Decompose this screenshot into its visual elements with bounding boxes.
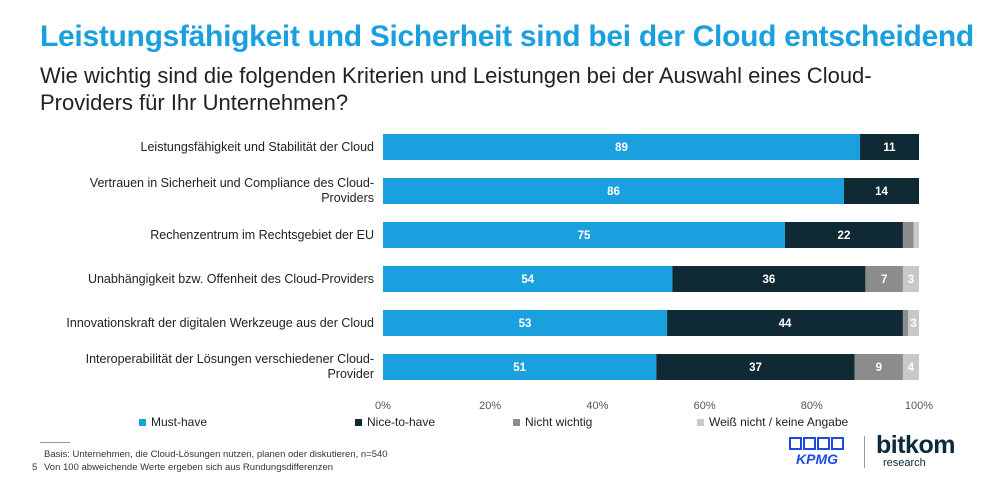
- x-tick-label: 40%: [586, 400, 608, 412]
- legend-swatch: [139, 418, 146, 426]
- bar-segment: [383, 222, 785, 248]
- bar-segment: [383, 266, 673, 292]
- bitkom-research-logo: bitkom research: [876, 432, 955, 469]
- data-label: 22: [838, 230, 851, 242]
- bitkom-logo-sub: research: [883, 457, 926, 469]
- category-label: Unabhängigkeit bzw. Offenheit des Cloud-…: [87, 271, 374, 286]
- x-tick-label: 100%: [905, 400, 933, 412]
- legend-label: Nicht wichtig: [525, 415, 593, 429]
- bar-segment: [383, 354, 657, 380]
- kpmg-logo-text: KPMG: [796, 451, 838, 466]
- bar-segment: [667, 310, 903, 336]
- chart-legend: Must-have Nice-to-have Nicht wichtig Weiß n…: [0, 415, 990, 435]
- chart-title: Leistungsfähigkeit und Sicherheit sind b…: [40, 20, 974, 53]
- x-tick-label: 0%: [375, 400, 391, 412]
- legend-swatch: [697, 418, 704, 426]
- bar-segment: [908, 310, 919, 336]
- legend-item: Weiß nicht / keine Angabe: [697, 415, 848, 429]
- x-tick-label: 80%: [801, 400, 823, 412]
- legend-swatch: [355, 418, 362, 426]
- category-label: Innovationskraft der digitalen Werkzeuge…: [66, 315, 374, 330]
- bar-segment: [902, 222, 914, 248]
- bar-segment: [843, 178, 919, 204]
- data-label: 11: [883, 142, 896, 154]
- category-label: Interoperabilität der Lösungen verschied…: [85, 352, 374, 381]
- legend-item: Must-have: [139, 415, 207, 429]
- data-label: 89: [615, 142, 628, 154]
- bar-segment: [860, 134, 919, 160]
- data-label: 53: [519, 318, 532, 330]
- kpmg-logo: KPMG: [789, 437, 844, 466]
- data-label: 36: [763, 274, 776, 286]
- footnote-basis: Basis: Unternehmen, die Cloud-Lösungen n…: [44, 449, 388, 460]
- data-label: 7: [881, 274, 887, 286]
- bar-segment: [913, 222, 919, 248]
- data-label: 3: [910, 318, 916, 330]
- category-label: Leistungsfähigkeit und Stabilität der Cl…: [140, 139, 374, 154]
- bar-segment: [383, 134, 861, 160]
- footnote-divider: [40, 442, 70, 443]
- data-label: 75: [578, 230, 591, 242]
- bar-segment: [785, 222, 903, 248]
- data-label: 4: [908, 362, 915, 374]
- data-label: 44: [779, 318, 792, 330]
- bar-segment: [902, 266, 919, 292]
- data-label: 51: [513, 362, 526, 374]
- logo-separator: [864, 436, 865, 468]
- chart-subtitle: Wie wichtig sind die folgenden Kriterien…: [40, 63, 872, 115]
- data-label: 9: [876, 362, 882, 374]
- bar-segment: [865, 266, 903, 292]
- category-label: Rechenzentrum im Rechtsgebiet der EU: [150, 227, 374, 242]
- category-label: Vertrauen in Sicherheit und Compliance d…: [89, 176, 374, 205]
- bar-segment: [902, 310, 909, 336]
- legend-label: Weiß nicht / keine Angabe: [709, 415, 849, 429]
- legend-item: Nicht wichtig: [513, 415, 592, 429]
- bar-segment: [902, 354, 919, 380]
- bar-segment: [854, 354, 903, 380]
- bar-segment: [656, 354, 855, 380]
- page-number: 5: [32, 462, 38, 473]
- bar-segment: [383, 310, 668, 336]
- data-label: 54: [521, 274, 534, 286]
- footnote-rounding: Von 100 abweichende Werte ergeben sich a…: [44, 462, 334, 473]
- legend-item: Nice-to-have: [355, 415, 435, 429]
- bitkom-logo-word: bitkom: [876, 431, 955, 459]
- data-label: 37: [749, 362, 762, 374]
- bar-segment: [672, 266, 866, 292]
- data-label: 14: [875, 186, 888, 198]
- x-tick-label: 60%: [694, 400, 716, 412]
- legend-swatch: [513, 418, 520, 426]
- data-label: 3: [908, 274, 914, 286]
- data-label: 86: [607, 186, 620, 198]
- legend-label: Must-have: [151, 415, 208, 429]
- stacked-bar-chart: 89 11 86 14 75 22 54 36 7 3 53 44 3 51 37 9 4 0% 20% 40% 60%…: [0, 128, 990, 433]
- legend-label: Nice-to-have: [367, 415, 436, 429]
- x-tick-label: 20%: [479, 400, 501, 412]
- bar-segment: [383, 178, 844, 204]
